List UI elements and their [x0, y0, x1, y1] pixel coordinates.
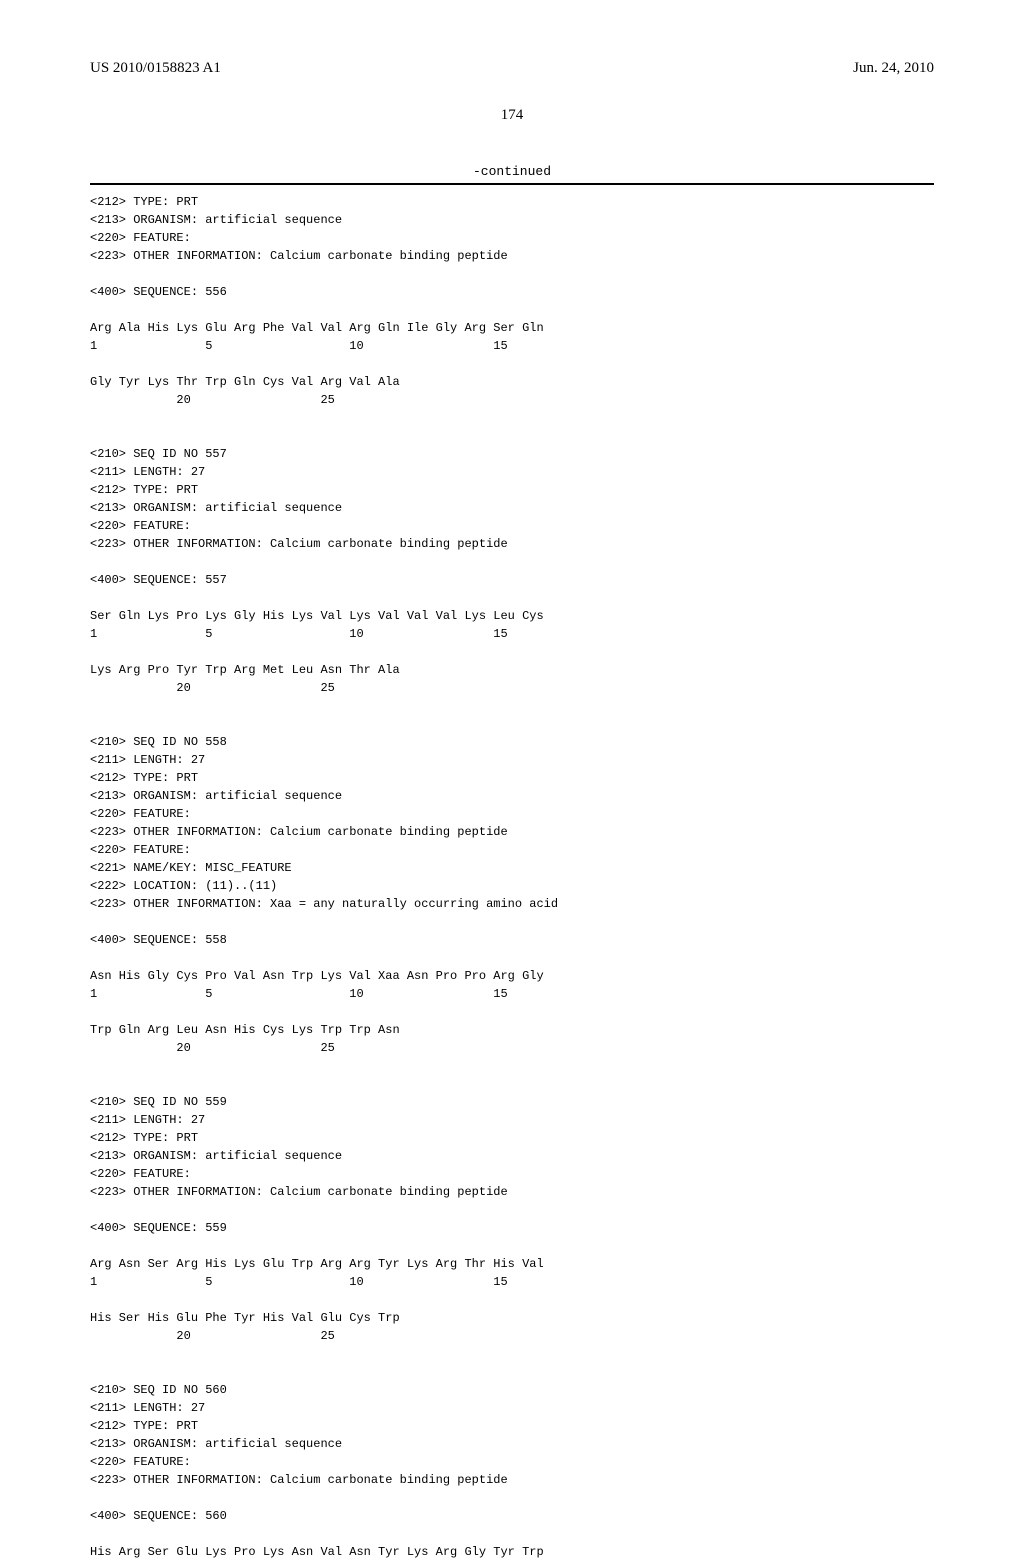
seq-559-line1: Arg Asn Ser Arg His Lys Glu Trp Arg Arg … [90, 1255, 934, 1273]
seq-559-num1: 1 5 10 15 [90, 1273, 934, 1291]
seq-meta-557: <210> SEQ ID NO 557 <211> LENGTH: 27 <21… [90, 445, 934, 589]
publication-date: Jun. 24, 2010 [853, 60, 934, 77]
publication-number: US 2010/0158823 A1 [90, 60, 221, 77]
seq-557-line1: Ser Gln Lys Pro Lys Gly His Lys Val Lys … [90, 607, 934, 625]
seq-559-line2: His Ser His Glu Phe Tyr His Val Glu Cys … [90, 1309, 934, 1327]
seq-556-num2: 20 25 [90, 391, 934, 409]
blank [90, 1363, 934, 1381]
blank [90, 1345, 934, 1363]
blank [90, 427, 934, 445]
seq-558-line2: Trp Gln Arg Leu Asn His Cys Lys Trp Trp … [90, 1021, 934, 1039]
sequence-listing: <212> TYPE: PRT <213> ORGANISM: artifici… [90, 193, 934, 1561]
blank [90, 715, 934, 733]
page: US 2010/0158823 A1 Jun. 24, 2010 174 -co… [0, 0, 1024, 1320]
seq-556-line2: Gly Tyr Lys Thr Trp Gln Cys Val Arg Val … [90, 373, 934, 391]
seq-556-num1: 1 5 10 15 [90, 337, 934, 355]
blank [90, 1057, 934, 1075]
blank [90, 1075, 934, 1093]
divider [90, 183, 934, 185]
blank [90, 643, 934, 661]
blank [90, 409, 934, 427]
seq-meta-558: <210> SEQ ID NO 558 <211> LENGTH: 27 <21… [90, 733, 934, 949]
seq-meta-560: <210> SEQ ID NO 560 <211> LENGTH: 27 <21… [90, 1381, 934, 1525]
seq-meta-559: <210> SEQ ID NO 559 <211> LENGTH: 27 <21… [90, 1093, 934, 1237]
page-number: 174 [90, 107, 934, 124]
seq-559-num2: 20 25 [90, 1327, 934, 1345]
blank [90, 355, 934, 373]
seq-meta-556: <212> TYPE: PRT <213> ORGANISM: artifici… [90, 193, 934, 301]
continued-label: -continued [90, 164, 934, 179]
seq-558-num2: 20 25 [90, 1039, 934, 1057]
seq-557-line2: Lys Arg Pro Tyr Trp Arg Met Leu Asn Thr … [90, 661, 934, 679]
seq-558-num1: 1 5 10 15 [90, 985, 934, 1003]
seq-560-line1: His Arg Ser Glu Lys Pro Lys Asn Val Asn … [90, 1543, 934, 1561]
blank [90, 1291, 934, 1309]
seq-558-line1: Asn His Gly Cys Pro Val Asn Trp Lys Val … [90, 967, 934, 985]
blank [90, 697, 934, 715]
blank [90, 1003, 934, 1021]
seq-557-num2: 20 25 [90, 679, 934, 697]
seq-557-num1: 1 5 10 15 [90, 625, 934, 643]
seq-556-line1: Arg Ala His Lys Glu Arg Phe Val Val Arg … [90, 319, 934, 337]
page-header: US 2010/0158823 A1 Jun. 24, 2010 [90, 60, 934, 77]
